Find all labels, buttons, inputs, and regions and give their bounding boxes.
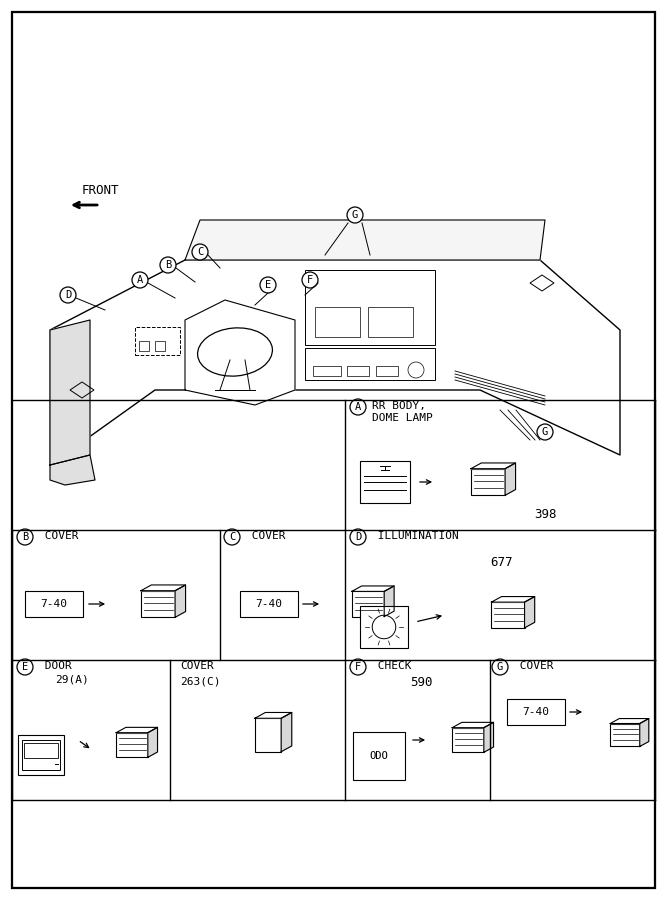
Polygon shape [116, 727, 157, 733]
Text: 29(A): 29(A) [55, 675, 89, 685]
Polygon shape [610, 718, 649, 724]
Text: 677: 677 [490, 555, 512, 569]
Polygon shape [384, 586, 394, 616]
Polygon shape [281, 713, 291, 752]
Circle shape [60, 287, 76, 303]
Text: 263(C): 263(C) [180, 677, 221, 687]
Polygon shape [141, 585, 185, 590]
Bar [315, 307, 360, 337]
Bar [452, 728, 484, 752]
Bar [135, 327, 180, 355]
Text: E: E [265, 280, 271, 290]
Bar [347, 366, 369, 376]
Text: A: A [137, 275, 143, 285]
Polygon shape [524, 597, 535, 628]
Circle shape [160, 257, 176, 273]
Text: CHECK: CHECK [371, 661, 412, 671]
Bar [116, 733, 148, 757]
Polygon shape [471, 463, 516, 469]
Text: B: B [165, 260, 171, 270]
Text: ILLUMINATION: ILLUMINATION [371, 531, 459, 541]
Bar [360, 606, 408, 648]
Text: COVER: COVER [245, 531, 285, 541]
Text: B: B [22, 532, 28, 542]
Bar [240, 591, 298, 617]
Text: D: D [355, 532, 361, 542]
Bar [139, 341, 149, 351]
Text: D: D [65, 290, 71, 300]
Text: FRONT: FRONT [82, 184, 119, 196]
Polygon shape [352, 586, 394, 591]
Text: F: F [307, 275, 313, 285]
Circle shape [347, 207, 363, 223]
Text: DOOR: DOOR [38, 661, 72, 671]
Text: 398: 398 [534, 508, 556, 521]
Text: COVER: COVER [513, 661, 554, 671]
Text: 7-40: 7-40 [522, 707, 550, 717]
Polygon shape [452, 723, 494, 728]
Bar [255, 718, 281, 752]
Text: COVER: COVER [180, 661, 213, 671]
Bar [507, 699, 565, 725]
Bar [22, 740, 60, 770]
Bar [376, 366, 398, 376]
Bar [141, 590, 175, 617]
Text: G: G [542, 427, 548, 437]
Circle shape [492, 659, 508, 675]
Circle shape [17, 659, 33, 675]
Bar [25, 591, 83, 617]
Circle shape [260, 277, 276, 293]
Bar [492, 602, 524, 628]
Bar [352, 591, 384, 617]
Bar [471, 469, 505, 495]
Circle shape [537, 424, 553, 440]
Bar [360, 461, 410, 503]
Polygon shape [175, 585, 185, 617]
Polygon shape [148, 727, 157, 757]
Polygon shape [50, 320, 90, 465]
Polygon shape [185, 220, 545, 260]
Text: C: C [197, 247, 203, 257]
Bar [18, 735, 64, 775]
Circle shape [350, 529, 366, 545]
Text: DOME LAMP: DOME LAMP [372, 413, 433, 423]
Text: 7-40: 7-40 [255, 599, 283, 609]
Bar [353, 732, 405, 780]
Polygon shape [50, 260, 620, 465]
Text: 7-40: 7-40 [41, 599, 67, 609]
Text: E: E [22, 662, 28, 672]
Circle shape [192, 244, 208, 260]
Polygon shape [255, 713, 291, 718]
Text: G: G [352, 210, 358, 220]
Circle shape [350, 659, 366, 675]
Text: G: G [497, 662, 503, 672]
Polygon shape [50, 455, 95, 485]
Polygon shape [640, 718, 649, 746]
Circle shape [350, 399, 366, 415]
Bar [313, 366, 341, 376]
Text: C: C [229, 532, 235, 542]
Circle shape [17, 529, 33, 545]
Bar [305, 270, 435, 345]
Circle shape [224, 529, 240, 545]
Text: ODO: ODO [370, 751, 388, 761]
Polygon shape [492, 597, 535, 602]
Polygon shape [505, 463, 516, 495]
Polygon shape [484, 723, 494, 752]
Text: COVER: COVER [38, 531, 79, 541]
Polygon shape [185, 300, 295, 405]
Text: RR BODY,: RR BODY, [372, 401, 426, 411]
Bar [305, 348, 435, 380]
Bar [368, 307, 413, 337]
Circle shape [302, 272, 318, 288]
Text: F: F [355, 662, 361, 672]
Text: 590: 590 [410, 676, 432, 688]
Text: A: A [355, 402, 361, 412]
Bar [610, 724, 640, 746]
Bar [24, 743, 58, 758]
Bar [155, 341, 165, 351]
Circle shape [132, 272, 148, 288]
